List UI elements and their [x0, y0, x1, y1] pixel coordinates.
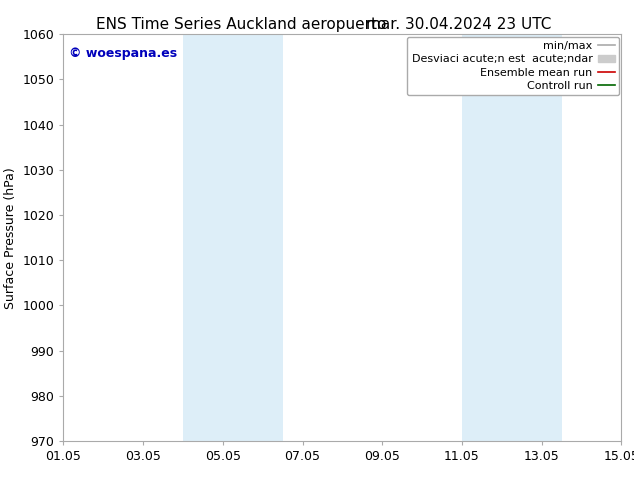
Bar: [462, 34, 562, 441]
Text: © woespana.es: © woespana.es: [69, 47, 177, 59]
Bar: [183, 34, 283, 441]
Y-axis label: Surface Pressure (hPa): Surface Pressure (hPa): [4, 167, 17, 309]
Text: mar. 30.04.2024 23 UTC: mar. 30.04.2024 23 UTC: [366, 17, 552, 32]
Text: ENS Time Series Auckland aeropuerto: ENS Time Series Auckland aeropuerto: [96, 17, 386, 32]
Legend: min/max, Desviaci acute;n est  acute;ndar, Ensemble mean run, Controll run: min/max, Desviaci acute;n est acute;ndar…: [407, 37, 619, 96]
